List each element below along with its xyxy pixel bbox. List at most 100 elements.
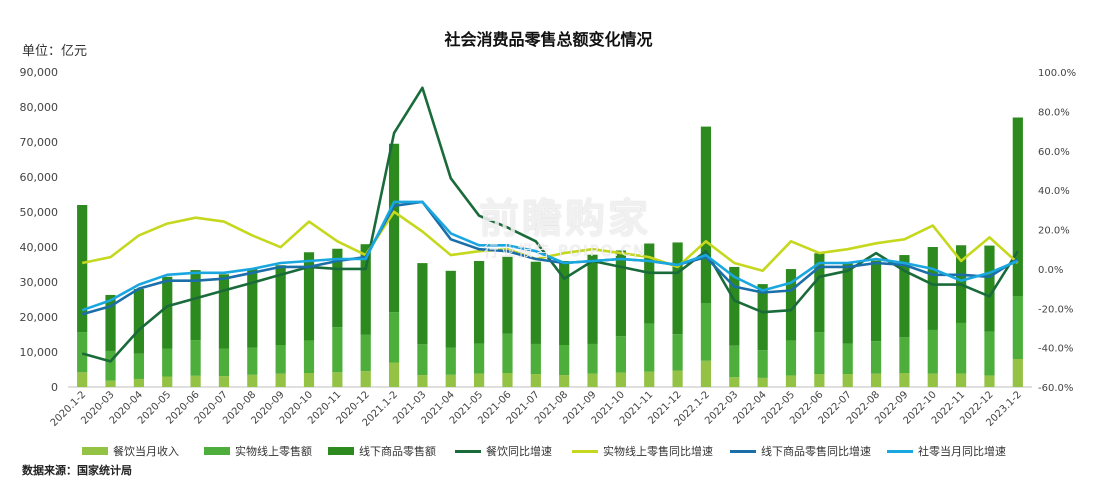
legend-label: 线下商品零售额 — [359, 445, 436, 458]
y-left-tick-label: 70,000 — [20, 136, 59, 149]
bar-segment — [870, 260, 882, 342]
bar-segment — [445, 374, 456, 387]
legend-swatch — [82, 447, 108, 455]
bar-segment — [956, 322, 967, 374]
bar-segment — [247, 269, 258, 348]
bar-segment — [360, 334, 371, 372]
legend-swatch — [887, 449, 913, 453]
legend-label: 线下商品零售同比增速 — [761, 445, 871, 458]
bar-segment — [615, 250, 626, 337]
y-left-tick-label: 60,000 — [20, 171, 59, 184]
bar-segment — [360, 244, 371, 335]
bar-segment — [814, 253, 825, 333]
bar-segment — [77, 332, 88, 373]
legend-label: 社零当月同比增速 — [918, 445, 1006, 458]
y-right-tick-label: -20.0% — [1038, 304, 1073, 315]
legend-label: 实物线上零售额 — [235, 445, 312, 458]
y-left-tick-label: 80,000 — [20, 101, 59, 114]
total-growth-line — [81, 200, 1019, 312]
bar-segment — [644, 371, 655, 387]
bar-segment — [388, 362, 400, 387]
data-source: 数据来源：国家统计局 — [22, 464, 132, 477]
chart-title: 社会消费品零售总额变化情况 — [444, 30, 653, 49]
legend-item-catering-growth: 餐饮同比增速 — [455, 443, 552, 459]
bar-segment — [247, 374, 258, 387]
bar-segment — [218, 274, 230, 349]
bar-segment — [275, 345, 286, 374]
bar-segment — [474, 261, 485, 344]
y-left-tick-label: 20,000 — [20, 311, 59, 324]
bar-segment — [332, 248, 343, 328]
bar-segment — [275, 373, 286, 387]
legend-swatch — [455, 449, 481, 453]
bar-segment — [502, 256, 513, 334]
legend-item-catering-revenue: 餐饮当月收入 — [82, 443, 179, 459]
legend-swatch — [328, 447, 354, 455]
y-right-tick-label: 40.0% — [1038, 186, 1070, 197]
bar-segment — [502, 333, 513, 373]
bar-segment — [587, 343, 598, 374]
y-right-tick-label: 100.0% — [1038, 68, 1076, 79]
bar-segment — [672, 334, 683, 371]
bar-segment — [162, 376, 173, 387]
bar-segment — [785, 340, 797, 376]
bar-segment — [530, 261, 541, 344]
bar-segment — [785, 375, 797, 387]
bar-segment — [984, 245, 995, 332]
y-left-tick-label: 0 — [51, 381, 58, 394]
bar-segment — [899, 373, 910, 387]
bar-segment — [672, 370, 683, 387]
bar-segment — [984, 331, 995, 376]
y-right-tick-label: 20.0% — [1038, 226, 1070, 237]
y-left-tick-label: 90,000 — [20, 66, 59, 79]
bar-segment — [700, 126, 712, 303]
bar-segment — [927, 247, 938, 330]
legend-swatch — [730, 449, 756, 453]
bar-segment — [445, 270, 456, 348]
legend-label: 实物线上零售同比增速 — [603, 445, 713, 458]
bar-segment — [218, 348, 230, 377]
legend-label: 餐饮同比增速 — [486, 445, 552, 458]
chart-legend: 餐饮当月收入 实物线上零售额 线下商品零售额 餐饮同比增速 实物线上零售同比增速… — [82, 443, 1082, 459]
bar-segment — [502, 373, 513, 387]
y-left-tick-label: 10,000 — [20, 346, 59, 359]
bar-segment — [559, 375, 570, 387]
legend-item-offline-growth: 线下商品零售同比增速 — [730, 443, 871, 459]
bar-segment — [729, 377, 740, 387]
bar-segment — [133, 353, 144, 379]
bar-segment — [587, 373, 598, 387]
y-right-tick-label: 0.0% — [1038, 265, 1063, 276]
bar-segment — [1012, 359, 1023, 387]
bar-segment — [417, 263, 428, 345]
bar-segment — [1012, 117, 1023, 296]
bar-segment — [870, 373, 882, 387]
bar-segment — [842, 374, 853, 387]
bar-segment — [729, 266, 740, 346]
bar-segment — [218, 376, 230, 387]
bar-segment — [984, 375, 995, 387]
bar-segment — [332, 327, 343, 373]
bar-segment — [870, 341, 882, 374]
bar-segment — [247, 347, 258, 375]
bar-segment — [615, 372, 626, 387]
bar-segment — [303, 340, 315, 373]
legend-swatch — [572, 449, 598, 453]
legend-item-online-growth: 实物线上零售同比增速 — [572, 443, 713, 459]
bar-segment — [842, 343, 853, 375]
bar-segment — [474, 373, 485, 387]
bar-segment — [303, 252, 315, 341]
bar-segment — [927, 373, 938, 387]
bar-segment — [814, 374, 825, 387]
bar-segment — [332, 372, 343, 387]
bar-segment — [956, 373, 967, 387]
bar-segment — [388, 143, 400, 313]
bar-segment — [105, 350, 116, 381]
unit-label: 单位：亿元 — [22, 44, 88, 59]
bar-segment — [672, 242, 683, 335]
bar-segment — [785, 269, 797, 341]
bar-segment — [275, 265, 286, 345]
bar-segment — [757, 377, 768, 387]
bar-segment — [162, 348, 173, 377]
y-left-tick-label: 30,000 — [20, 276, 59, 289]
